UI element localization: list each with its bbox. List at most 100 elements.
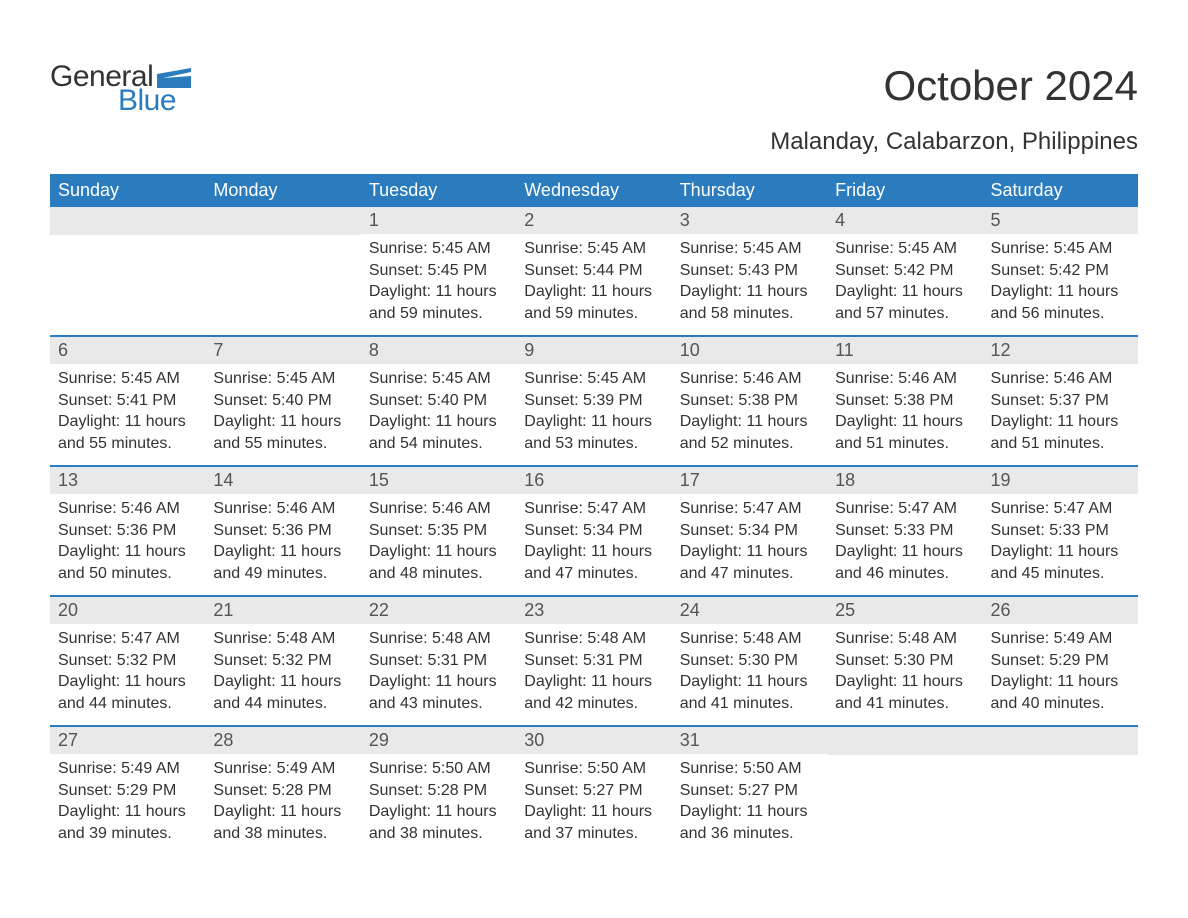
page-header: General Blue October 2024 (50, 40, 1138, 118)
daylight-text: Daylight: 11 hours and 47 minutes. (680, 541, 819, 584)
sunset-text: Sunset: 5:43 PM (680, 260, 819, 282)
sunrise-text: Sunrise: 5:45 AM (524, 368, 663, 390)
day-details: Sunrise: 5:47 AMSunset: 5:34 PMDaylight:… (672, 494, 827, 592)
calendar-cell: 12Sunrise: 5:46 AMSunset: 5:37 PMDayligh… (983, 337, 1138, 465)
daylight-text: Daylight: 11 hours and 51 minutes. (835, 411, 974, 454)
sunset-text: Sunset: 5:40 PM (369, 390, 508, 412)
sunset-text: Sunset: 5:38 PM (680, 390, 819, 412)
daylight-text: Daylight: 11 hours and 43 minutes. (369, 671, 508, 714)
day-number: 22 (361, 597, 516, 624)
day-details: Sunrise: 5:45 AMSunset: 5:40 PMDaylight:… (205, 364, 360, 462)
day-number: 3 (672, 207, 827, 234)
day-number: 30 (516, 727, 671, 754)
day-details: Sunrise: 5:49 AMSunset: 5:29 PMDaylight:… (50, 754, 205, 852)
sunrise-text: Sunrise: 5:46 AM (213, 498, 352, 520)
calendar-cell (205, 207, 360, 335)
day-number: 21 (205, 597, 360, 624)
day-number: 9 (516, 337, 671, 364)
day-details: Sunrise: 5:46 AMSunset: 5:38 PMDaylight:… (827, 364, 982, 462)
sunrise-text: Sunrise: 5:47 AM (524, 498, 663, 520)
sunset-text: Sunset: 5:42 PM (835, 260, 974, 282)
calendar-cell: 10Sunrise: 5:46 AMSunset: 5:38 PMDayligh… (672, 337, 827, 465)
day-details: Sunrise: 5:46 AMSunset: 5:35 PMDaylight:… (361, 494, 516, 592)
daylight-text: Daylight: 11 hours and 58 minutes. (680, 281, 819, 324)
sunrise-text: Sunrise: 5:50 AM (524, 758, 663, 780)
day-details: Sunrise: 5:45 AMSunset: 5:43 PMDaylight:… (672, 234, 827, 332)
sunrise-text: Sunrise: 5:49 AM (58, 758, 197, 780)
sunset-text: Sunset: 5:34 PM (524, 520, 663, 542)
day-header: Tuesday (361, 174, 516, 207)
sunrise-text: Sunrise: 5:46 AM (680, 368, 819, 390)
sunrise-text: Sunrise: 5:46 AM (835, 368, 974, 390)
day-details: Sunrise: 5:46 AMSunset: 5:38 PMDaylight:… (672, 364, 827, 462)
sunset-text: Sunset: 5:38 PM (835, 390, 974, 412)
daylight-text: Daylight: 11 hours and 41 minutes. (680, 671, 819, 714)
sunset-text: Sunset: 5:39 PM (524, 390, 663, 412)
day-header: Wednesday (516, 174, 671, 207)
sunrise-text: Sunrise: 5:46 AM (58, 498, 197, 520)
day-number: 25 (827, 597, 982, 624)
calendar-cell: 8Sunrise: 5:45 AMSunset: 5:40 PMDaylight… (361, 337, 516, 465)
day-number: 17 (672, 467, 827, 494)
day-number: 13 (50, 467, 205, 494)
calendar-cell: 15Sunrise: 5:46 AMSunset: 5:35 PMDayligh… (361, 467, 516, 595)
day-details: Sunrise: 5:47 AMSunset: 5:33 PMDaylight:… (827, 494, 982, 592)
daylight-text: Daylight: 11 hours and 59 minutes. (369, 281, 508, 324)
calendar-cell: 16Sunrise: 5:47 AMSunset: 5:34 PMDayligh… (516, 467, 671, 595)
daylight-text: Daylight: 11 hours and 55 minutes. (58, 411, 197, 454)
day-number: 5 (983, 207, 1138, 234)
calendar-cell: 3Sunrise: 5:45 AMSunset: 5:43 PMDaylight… (672, 207, 827, 335)
daylight-text: Daylight: 11 hours and 41 minutes. (835, 671, 974, 714)
sunrise-text: Sunrise: 5:45 AM (369, 238, 508, 260)
calendar-cell (50, 207, 205, 335)
day-details: Sunrise: 5:45 AMSunset: 5:42 PMDaylight:… (827, 234, 982, 332)
calendar-cell: 14Sunrise: 5:46 AMSunset: 5:36 PMDayligh… (205, 467, 360, 595)
day-details: Sunrise: 5:48 AMSunset: 5:31 PMDaylight:… (516, 624, 671, 722)
calendar-week: 27Sunrise: 5:49 AMSunset: 5:29 PMDayligh… (50, 725, 1138, 855)
daylight-text: Daylight: 11 hours and 39 minutes. (58, 801, 197, 844)
daylight-text: Daylight: 11 hours and 57 minutes. (835, 281, 974, 324)
daylight-text: Daylight: 11 hours and 40 minutes. (991, 671, 1130, 714)
calendar-cell: 23Sunrise: 5:48 AMSunset: 5:31 PMDayligh… (516, 597, 671, 725)
day-details: Sunrise: 5:48 AMSunset: 5:32 PMDaylight:… (205, 624, 360, 722)
sunset-text: Sunset: 5:28 PM (213, 780, 352, 802)
sunrise-text: Sunrise: 5:48 AM (524, 628, 663, 650)
calendar-cell: 11Sunrise: 5:46 AMSunset: 5:38 PMDayligh… (827, 337, 982, 465)
day-details: Sunrise: 5:45 AMSunset: 5:41 PMDaylight:… (50, 364, 205, 462)
sunset-text: Sunset: 5:30 PM (835, 650, 974, 672)
sunrise-text: Sunrise: 5:45 AM (835, 238, 974, 260)
day-number: 6 (50, 337, 205, 364)
calendar-cell: 4Sunrise: 5:45 AMSunset: 5:42 PMDaylight… (827, 207, 982, 335)
daylight-text: Daylight: 11 hours and 38 minutes. (369, 801, 508, 844)
empty-day (983, 727, 1138, 755)
calendar-cell (983, 727, 1138, 855)
daylight-text: Daylight: 11 hours and 48 minutes. (369, 541, 508, 584)
day-details: Sunrise: 5:45 AMSunset: 5:45 PMDaylight:… (361, 234, 516, 332)
location-subtitle: Malanday, Calabarzon, Philippines (50, 128, 1138, 156)
day-details: Sunrise: 5:47 AMSunset: 5:33 PMDaylight:… (983, 494, 1138, 592)
day-number: 2 (516, 207, 671, 234)
calendar-cell: 1Sunrise: 5:45 AMSunset: 5:45 PMDaylight… (361, 207, 516, 335)
sunset-text: Sunset: 5:32 PM (213, 650, 352, 672)
sunset-text: Sunset: 5:36 PM (213, 520, 352, 542)
daylight-text: Daylight: 11 hours and 45 minutes. (991, 541, 1130, 584)
sunset-text: Sunset: 5:31 PM (369, 650, 508, 672)
daylight-text: Daylight: 11 hours and 38 minutes. (213, 801, 352, 844)
calendar-cell: 26Sunrise: 5:49 AMSunset: 5:29 PMDayligh… (983, 597, 1138, 725)
sunset-text: Sunset: 5:44 PM (524, 260, 663, 282)
day-header-row: Sunday Monday Tuesday Wednesday Thursday… (50, 174, 1138, 207)
sunrise-text: Sunrise: 5:47 AM (991, 498, 1130, 520)
day-number: 18 (827, 467, 982, 494)
calendar-cell: 19Sunrise: 5:47 AMSunset: 5:33 PMDayligh… (983, 467, 1138, 595)
sunrise-text: Sunrise: 5:45 AM (58, 368, 197, 390)
day-details: Sunrise: 5:45 AMSunset: 5:42 PMDaylight:… (983, 234, 1138, 332)
day-number: 10 (672, 337, 827, 364)
sunset-text: Sunset: 5:29 PM (991, 650, 1130, 672)
daylight-text: Daylight: 11 hours and 44 minutes. (213, 671, 352, 714)
calendar-cell (827, 727, 982, 855)
sunset-text: Sunset: 5:45 PM (369, 260, 508, 282)
day-details: Sunrise: 5:48 AMSunset: 5:30 PMDaylight:… (827, 624, 982, 722)
daylight-text: Daylight: 11 hours and 42 minutes. (524, 671, 663, 714)
sunset-text: Sunset: 5:27 PM (680, 780, 819, 802)
sunrise-text: Sunrise: 5:45 AM (213, 368, 352, 390)
